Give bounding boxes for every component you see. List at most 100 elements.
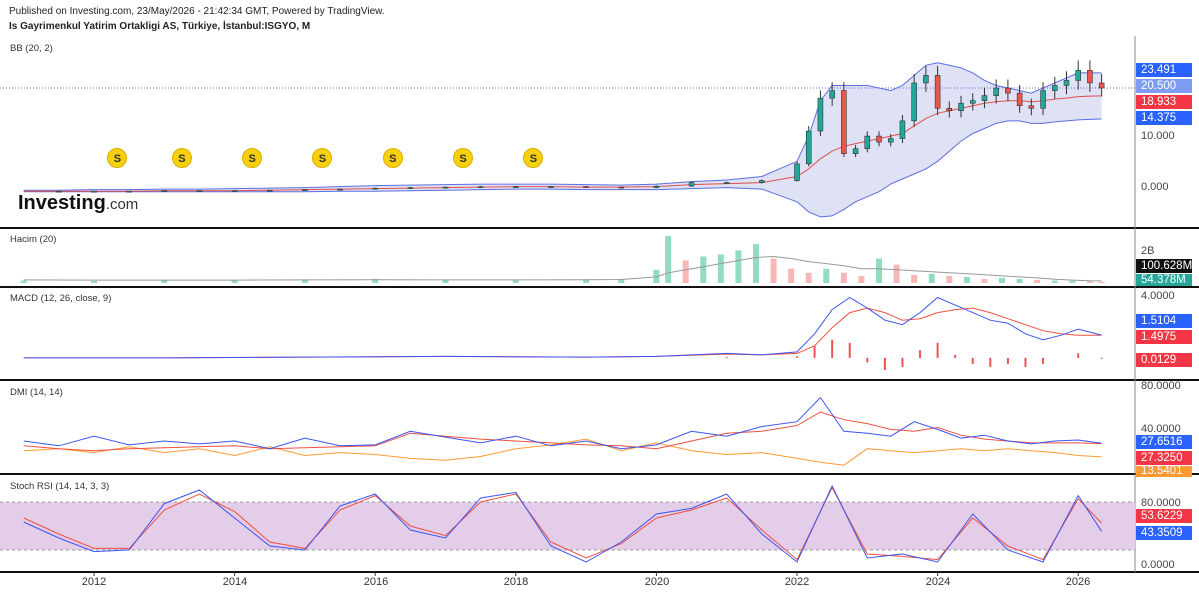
macd-hist-bar: [901, 357, 904, 367]
candle-body: [91, 190, 97, 193]
investing-logo: Investing.com: [18, 192, 138, 215]
logo-suffix: .com: [105, 196, 139, 213]
x-tick-2020: 2020: [644, 576, 670, 588]
volume-bar: [788, 268, 795, 283]
dividend-marker[interactable]: S: [107, 148, 128, 168]
stoch-k-badge: 43.3509: [1136, 526, 1192, 540]
candle-body: [653, 185, 660, 188]
stoch-k-line: [23, 484, 1103, 563]
macd-badge: 1.5104: [1136, 314, 1192, 328]
volume-bar: [1069, 280, 1076, 283]
stoch-d-line: [23, 486, 1102, 561]
macd-hist-bar: [831, 339, 834, 358]
candle-body: [723, 182, 730, 184]
volume-bar: [583, 279, 590, 283]
candle-body: [981, 95, 988, 101]
candle-body: [302, 189, 308, 191]
x-tick-2012: 2012: [81, 576, 107, 588]
candle-body: [618, 186, 624, 189]
candle-body: [958, 102, 964, 112]
candle-body: [817, 97, 824, 132]
dividend-marker[interactable]: S: [453, 148, 474, 168]
volume-bar: [682, 260, 689, 283]
macd-hist-bar: [848, 342, 851, 358]
candle-body: [923, 75, 929, 84]
logo-brand: Investing: [18, 192, 106, 214]
macd-hist-bar: [954, 354, 957, 358]
dividend-marker[interactable]: S: [242, 148, 263, 168]
macd-line: [23, 296, 1102, 359]
stochrsi-pane-label[interactable]: Stoch RSI (14, 14, 3, 3): [10, 481, 110, 492]
volume-bar: [442, 279, 449, 283]
macd-pane-label[interactable]: MACD (12, 26, close, 9): [10, 293, 112, 304]
candle-body: [267, 189, 273, 192]
candle-body: [805, 130, 812, 165]
candle-body: [1028, 105, 1035, 109]
volume-bar: [1098, 281, 1105, 283]
volume-bar: [1051, 280, 1058, 283]
bb-pane-label[interactable]: BB (20, 2): [10, 43, 53, 54]
candle-body: [841, 90, 847, 154]
candle-body: [1005, 87, 1011, 94]
macd-hist-bar: [971, 357, 974, 364]
dividend-marker[interactable]: S: [382, 148, 403, 168]
bb-lower-line: [23, 118, 1102, 218]
volume-tick-2b: 2B: [1141, 245, 1155, 257]
dmi-tick-40: 40.0000: [1141, 423, 1181, 435]
candle-body: [829, 90, 835, 99]
candle-body: [1052, 85, 1058, 91]
candle-body: [548, 186, 554, 188]
dividend-marker[interactable]: S: [523, 148, 544, 168]
dividend-marker[interactable]: S: [171, 148, 192, 168]
volume-bar: [665, 236, 672, 283]
candle-body: [864, 135, 871, 149]
dividend-marker[interactable]: S: [312, 148, 333, 168]
volume-pane-label[interactable]: Hacim (20): [10, 234, 57, 245]
candle-body: [970, 100, 976, 104]
candle-body: [442, 186, 449, 189]
macd-hist-bar: [813, 345, 816, 358]
macd-tick-4: 4.0000: [1141, 290, 1175, 302]
volume-bar: [770, 258, 777, 283]
candle-body: [946, 108, 953, 112]
volume-bar: [20, 280, 27, 283]
bb-lower-badge: 14.375: [1136, 111, 1192, 125]
volume-bar: [805, 272, 812, 283]
macd-hist-bar: [1042, 357, 1045, 364]
candle-body: [477, 186, 484, 188]
candle-body: [934, 75, 941, 109]
candle-body: [688, 182, 695, 187]
volume-bar: [893, 264, 900, 283]
candle-body: [1040, 90, 1046, 109]
candle-body: [1098, 82, 1105, 89]
stoch-band-fill: [0, 502, 1135, 550]
adx-line: [23, 411, 1102, 452]
volume-bar: [301, 279, 308, 283]
hist-badge: 0.0129: [1136, 353, 1192, 367]
volume-bar: [928, 273, 935, 283]
signal-line: [23, 307, 1102, 359]
stoch-d-badge: 53.6229: [1136, 509, 1192, 523]
candle-body: [56, 190, 62, 193]
x-tick-2026: 2026: [1065, 576, 1091, 588]
macd-hist-bar: [1006, 357, 1009, 364]
volume-bar: [91, 280, 97, 283]
bb-basis-badge: 18.933: [1136, 95, 1192, 109]
volume-bar: [1016, 278, 1023, 283]
volume-bar: [999, 277, 1006, 283]
minus-di-badge: 13.5401: [1136, 466, 1192, 477]
macd-hist-bar: [936, 342, 939, 358]
plus-di-line: [23, 396, 1102, 450]
dmi-tick-80: 80.0000: [1141, 380, 1181, 392]
volume-bar: [858, 275, 865, 283]
candle-body: [126, 190, 132, 193]
candle-body: [583, 186, 589, 188]
volume-bar: [981, 278, 988, 283]
macd-hist-bar: [1077, 353, 1080, 358]
volume-bar: [1034, 279, 1041, 283]
dmi-pane-label[interactable]: DMI (14, 14): [10, 387, 63, 398]
candle-body: [993, 87, 999, 96]
volume-bar: [231, 280, 238, 283]
stoch-tick-80: 80.0000: [1141, 497, 1181, 509]
